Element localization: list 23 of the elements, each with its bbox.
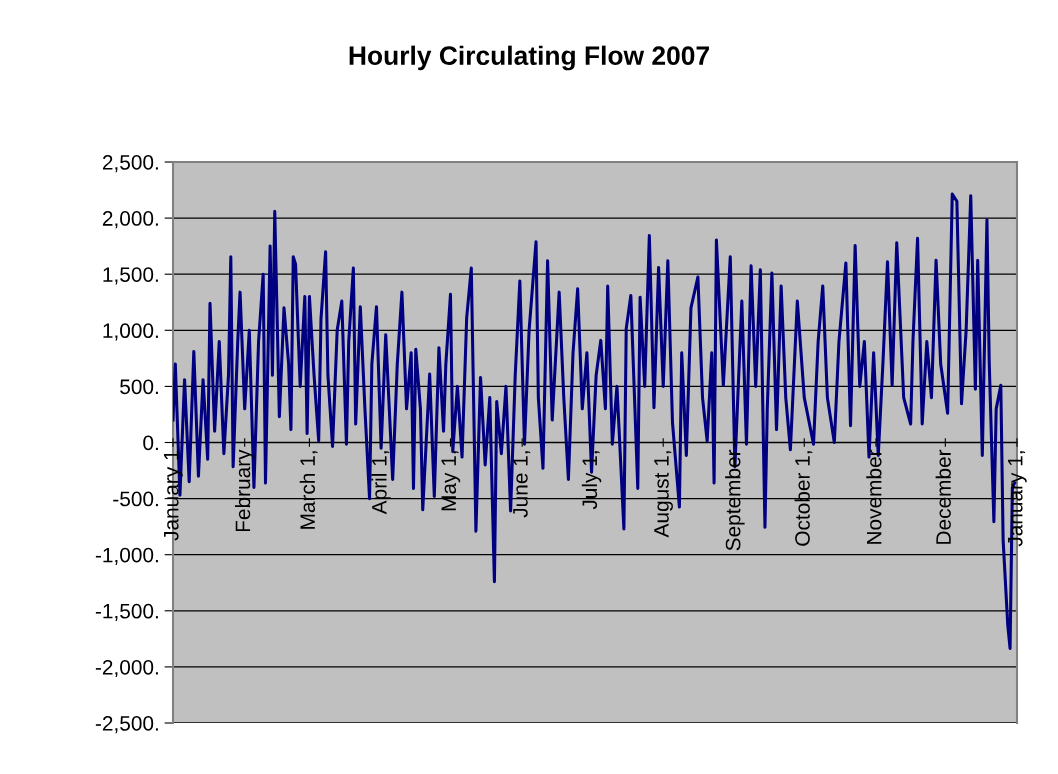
x-tick-label: March 1, [299, 451, 318, 529]
x-tick-label: October 1, [794, 451, 813, 546]
y-tick-label: 500. [120, 379, 158, 395]
y-tick-label: -2,000. [95, 659, 158, 678]
x-tick-label: February [234, 449, 255, 532]
y-tick-label: 2,500. [102, 155, 158, 173]
y-tick-label: -500. [113, 491, 158, 507]
y-tick-label: 0. [143, 435, 158, 451]
x-tick-label: January 1 [164, 450, 183, 541]
x-tick-label: December [935, 449, 951, 544]
x-tick-label: January 1, [1008, 451, 1027, 547]
x-tick-label: September [725, 449, 745, 551]
y-tick-label: -2,500. [95, 716, 158, 734]
x-tick-label: May 1, [441, 451, 461, 511]
y-tick-label: 1,500. [103, 267, 158, 285]
x-tick-label: August 1, [654, 451, 673, 538]
x-tick-label: July 1, [581, 451, 602, 510]
y-tick-label: -1,500. [95, 603, 158, 622]
chart-title: Hourly Circulating Flow 2007 [349, 45, 709, 71]
y-tick-label: 1,000. [103, 323, 158, 341]
y-tick-label: 2,000. [102, 211, 158, 229]
x-tick-label: November [866, 449, 882, 544]
y-tick-label: -1,000. [95, 547, 158, 565]
